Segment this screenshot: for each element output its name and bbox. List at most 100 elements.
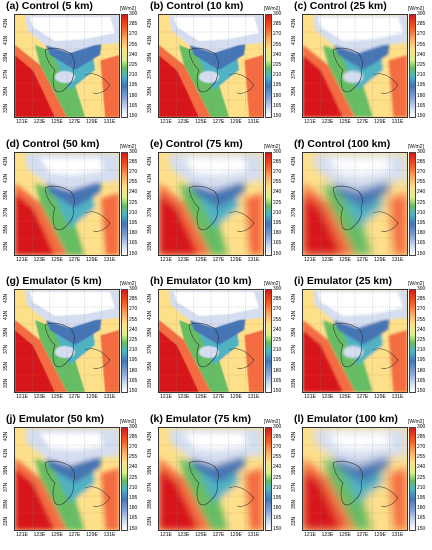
x-tick-label: 125E (339, 531, 351, 538)
y-tick-label: 41N (147, 173, 153, 183)
colorbar-tick-label: 150 (417, 388, 426, 394)
y-tick-label: 41N (3, 173, 9, 183)
flux-map (14, 151, 120, 256)
x-tick-label: 129E (374, 256, 386, 263)
x-tick-label: 125E (195, 119, 207, 125)
panel-title: (f) Control (100 km) (294, 137, 391, 150)
colorbar-tick-label: 150 (273, 250, 282, 257)
y-tick-label: 41N (291, 448, 297, 458)
colorbar-tick-label: 270 (273, 443, 282, 450)
x-tick-label: 131E (247, 256, 260, 263)
y-tick-label: 39N (291, 190, 297, 200)
colorbar-tick-label: 300 (129, 11, 138, 17)
colorbar-tick-label: 210 (273, 209, 282, 216)
flux-map (158, 426, 264, 531)
x-tick-label: 123E (177, 394, 190, 400)
y-tick-label: 39N (291, 52, 297, 62)
colorbar-tick-label: 285 (129, 296, 138, 303)
y-tick-label: 37N (147, 207, 153, 217)
y-tick-label: 33N (147, 516, 153, 526)
colorbar-unit: [W/m2] (120, 418, 136, 425)
y-tick-label: 37N (3, 482, 9, 492)
y-tick-label: 33N (291, 103, 297, 113)
y-tick-label: 35N (147, 361, 153, 371)
x-tick-label: 123E (177, 119, 190, 125)
y-tick-label: 33N (3, 103, 9, 113)
x-tick-label: 129E (86, 531, 98, 538)
map-panel: (g) Emulator (5 km) [W/m2] 300 285 270 255 240… (0, 275, 144, 413)
colorbar (409, 14, 416, 118)
colorbar-tick-label: 225 (417, 337, 426, 343)
y-tick-label: 43N (3, 431, 9, 441)
colorbar-tick-label: 270 (273, 168, 282, 175)
map-panel: (c) Control (25 km) [W/m2] 300 285 270 255 240… (288, 0, 432, 138)
x-tick-label: 131E (103, 256, 116, 263)
colorbar-tick-label: 195 (129, 357, 138, 364)
colorbar-unit: [W/m2] (408, 418, 424, 425)
colorbar-tick-label: 240 (273, 326, 282, 333)
x-tick-label: 125E (339, 119, 351, 125)
colorbar-tick-label: 255 (129, 454, 138, 461)
colorbar-tick-label: 180 (129, 505, 138, 512)
colorbar-tick-label: 150 (417, 250, 426, 257)
colorbar-unit: [W/m2] (120, 143, 136, 150)
x-tick-label: 127E (68, 531, 81, 538)
colorbar-tick-label: 165 (273, 377, 282, 384)
colorbar (265, 14, 272, 118)
colorbar-tick-label: 195 (273, 219, 282, 226)
colorbar-tick-label: 285 (273, 296, 282, 303)
colorbar-tick-label: 255 (129, 316, 138, 323)
y-tick-label: 41N (291, 173, 297, 183)
colorbar-tick-label: 285 (273, 433, 282, 440)
colorbar-tick-label: 195 (129, 494, 138, 501)
coastline-japan (372, 348, 399, 369)
y-tick-label: 39N (147, 52, 153, 62)
colorbar-tick-label: 225 (417, 199, 426, 206)
y-tick-label: 37N (3, 69, 9, 79)
colorbar-tick-label: 195 (273, 82, 282, 89)
colorbar-tick-label: 270 (417, 306, 426, 313)
x-tick-label: 127E (212, 394, 225, 400)
x-tick-label: 123E (177, 531, 190, 538)
x-tick-label: 131E (103, 394, 116, 400)
colorbar-tick-label: 300 (273, 423, 282, 430)
y-tick-label: 33N (3, 241, 9, 251)
colorbar-tick-label: 165 (417, 102, 426, 109)
colorbar-tick-label: 225 (129, 199, 138, 206)
colorbar-tick-label: 210 (129, 72, 138, 79)
y-tick-label: 33N (147, 103, 153, 113)
panel-title: (l) Emulator (100 km) (294, 412, 398, 425)
map-panel: (k) Emulator (75 km) [W/m2] 300 285 270 255 24… (144, 413, 288, 550)
colorbar-tick-label: 180 (273, 230, 282, 237)
coastline-japan (372, 73, 399, 94)
x-tick-label: 125E (51, 394, 63, 400)
y-tick-label: 39N (3, 190, 9, 200)
x-tick-label: 127E (212, 256, 225, 263)
colorbar-tick-label: 165 (417, 240, 426, 247)
map-panel: (l) Emulator (100 km) [W/m2] 300 285 270 255 2… (288, 413, 432, 550)
x-tick-label: 127E (356, 256, 369, 263)
colorbar-tick-label: 225 (417, 474, 426, 481)
colorbar-tick-label: 270 (129, 168, 138, 175)
x-tick-label: 131E (247, 394, 260, 400)
y-tick-label: 39N (291, 327, 297, 337)
y-tick-label: 37N (147, 69, 153, 79)
colorbar-tick-label: 165 (129, 102, 138, 109)
colorbar-tick-label: 150 (129, 113, 138, 119)
y-tick-label: 39N (3, 52, 9, 62)
x-tick-label: 127E (356, 394, 369, 400)
colorbar-tick-label: 285 (273, 158, 282, 165)
coastline-japan (84, 485, 111, 507)
y-tick-label: 35N (291, 361, 297, 371)
colorbar-tick-label: 210 (273, 347, 282, 354)
colorbar-tick-label: 285 (417, 21, 426, 28)
map-panel: (h) Emulator (10 km) [W/m2] 300 285 270 255 24… (144, 275, 288, 413)
colorbar-tick-label: 255 (417, 454, 426, 461)
colorbar-tick-label: 270 (417, 31, 426, 38)
colorbar-tick-label: 165 (129, 515, 138, 522)
colorbar-tick-label: 300 (417, 286, 426, 292)
colorbar-tick-label: 240 (417, 51, 426, 58)
x-tick-label: 127E (212, 119, 225, 125)
x-tick-label: 123E (33, 256, 46, 263)
x-tick-label: 123E (33, 531, 46, 538)
